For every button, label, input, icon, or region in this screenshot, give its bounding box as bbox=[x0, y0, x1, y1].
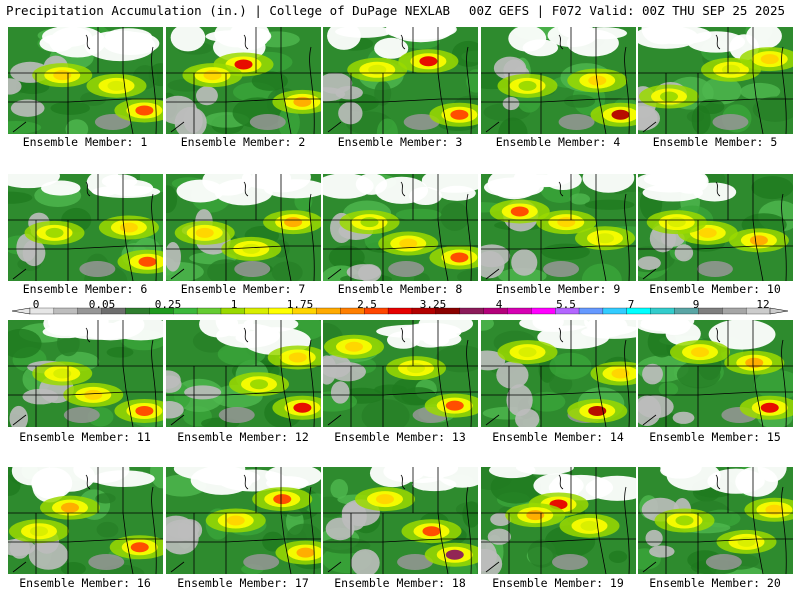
ensemble-member-label: Ensemble Member: 10 bbox=[649, 282, 781, 296]
colorbar-max-arrow bbox=[769, 307, 789, 315]
colorbar-swatch bbox=[578, 307, 604, 315]
colorbar-tick-label: 0.25 bbox=[154, 298, 182, 311]
ensemble-member-map bbox=[638, 27, 793, 134]
ensemble-member-map bbox=[481, 320, 636, 427]
ensemble-member-map bbox=[166, 320, 321, 427]
colorbar-min-arrow bbox=[11, 307, 31, 315]
ensemble-member-label: Ensemble Member: 19 bbox=[492, 576, 624, 590]
ensemble-member-map bbox=[481, 27, 636, 134]
ensemble-member-label: Ensemble Member: 20 bbox=[649, 576, 781, 590]
colorbar-tick-label: 0 bbox=[32, 298, 40, 311]
ensemble-member-label: Ensemble Member: 5 bbox=[652, 135, 778, 149]
ensemble-member-label: Ensemble Member: 7 bbox=[180, 282, 306, 296]
ensemble-member-label: Ensemble Member: 18 bbox=[334, 576, 466, 590]
ensemble-member-map bbox=[638, 320, 793, 427]
ensemble-member-map bbox=[638, 174, 793, 281]
ensemble-member-label: Ensemble Member: 16 bbox=[19, 576, 151, 590]
ensemble-member-map bbox=[8, 467, 163, 574]
colorbar-swatch bbox=[602, 307, 628, 315]
ensemble-member-map bbox=[323, 467, 478, 574]
colorbar-tick-label: 1 bbox=[230, 298, 238, 311]
ensemble-member-map bbox=[8, 174, 163, 281]
colorbar-swatch bbox=[698, 307, 723, 315]
ensemble-member-map bbox=[323, 174, 478, 281]
ensemble-member-label: Ensemble Member: 2 bbox=[180, 135, 306, 149]
ensemble-member-label: Ensemble Member: 9 bbox=[495, 282, 621, 296]
colorbar-tick-label: 5.5 bbox=[556, 298, 576, 311]
colorbar-tick-label: 7 bbox=[627, 298, 635, 311]
ensemble-member-label: Ensemble Member: 3 bbox=[337, 135, 463, 149]
colorbar-swatch bbox=[196, 307, 222, 315]
ensemble-member-map bbox=[166, 27, 321, 134]
precip-colorbar bbox=[11, 307, 789, 315]
ensemble-member-label: Ensemble Member: 12 bbox=[177, 430, 309, 444]
product-title: Precipitation Accumulation (in.) | Colle… bbox=[6, 3, 451, 18]
ensemble-member-label: Ensemble Member: 15 bbox=[649, 430, 781, 444]
ensemble-member-label: Ensemble Member: 17 bbox=[177, 576, 309, 590]
ensemble-member-map bbox=[638, 467, 793, 574]
ensemble-member-map bbox=[8, 320, 163, 427]
colorbar-tick-label: 12 bbox=[756, 298, 770, 311]
ensemble-member-map bbox=[481, 467, 636, 574]
colorbar-tick-label: 2.5 bbox=[357, 298, 377, 311]
ensemble-member-label: Ensemble Member: 8 bbox=[337, 282, 463, 296]
colorbar-swatch bbox=[244, 307, 270, 315]
colorbar-swatch bbox=[125, 307, 150, 315]
colorbar-swatch bbox=[316, 307, 341, 315]
colorbar-swatch bbox=[507, 307, 532, 315]
ensemble-member-map bbox=[481, 174, 636, 281]
colorbar-swatch bbox=[53, 307, 79, 315]
colorbar-swatch bbox=[459, 307, 484, 315]
colorbar-tick-label: 9 bbox=[692, 298, 700, 311]
colorbar-tick-label: 3.25 bbox=[419, 298, 447, 311]
ensemble-member-label: Ensemble Member: 11 bbox=[19, 430, 151, 444]
colorbar-tick-label: 0.05 bbox=[88, 298, 116, 311]
ensemble-member-label: Ensemble Member: 14 bbox=[492, 430, 624, 444]
colorbar-swatch bbox=[387, 307, 413, 315]
colorbar-swatch bbox=[650, 307, 675, 315]
ensemble-member-label: Ensemble Member: 6 bbox=[22, 282, 148, 296]
ensemble-member-map bbox=[323, 320, 478, 427]
model-run-info: 00Z GEFS | F072 Valid: 00Z THU SEP 25 20… bbox=[468, 3, 785, 18]
ensemble-member-label: Ensemble Member: 1 bbox=[22, 135, 148, 149]
colorbar-tick-label: 1.75 bbox=[286, 298, 314, 311]
colorbar-tick-label: 4 bbox=[495, 298, 503, 311]
ensemble-member-label: Ensemble Member: 4 bbox=[495, 135, 621, 149]
ensemble-member-map bbox=[8, 27, 163, 134]
ensemble-member-map bbox=[166, 467, 321, 574]
ensemble-member-map bbox=[166, 174, 321, 281]
colorbar-swatch bbox=[531, 307, 556, 315]
ensemble-member-map bbox=[323, 27, 478, 134]
colorbar-swatch bbox=[722, 307, 747, 315]
ensemble-member-label: Ensemble Member: 13 bbox=[334, 430, 466, 444]
